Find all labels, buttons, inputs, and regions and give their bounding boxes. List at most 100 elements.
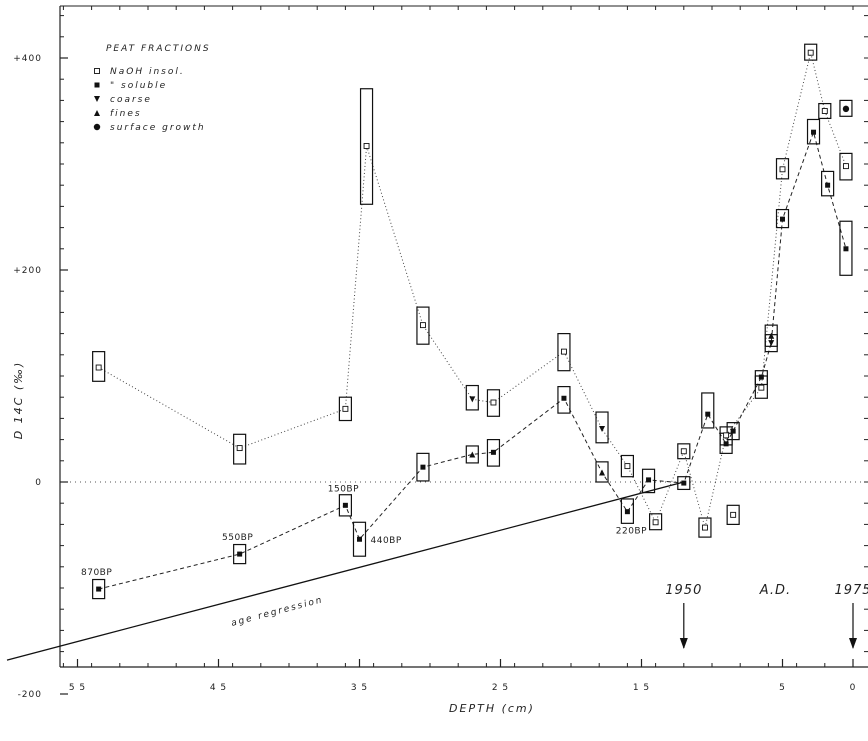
regression-label: age regression	[230, 595, 324, 629]
age-annotation: 220BP	[616, 527, 647, 537]
x-tick-label: 3 5	[351, 683, 368, 693]
data-point-up-triangle	[469, 451, 476, 458]
x-axis-title: DEPTH (cm)	[449, 702, 535, 715]
data-point-filled-square	[96, 586, 102, 592]
data-point-filled-square	[723, 441, 729, 447]
data-point-open-square	[702, 524, 708, 531]
data-point-down-triangle	[599, 426, 606, 432]
data-point-filled-square	[811, 129, 817, 135]
x-tick-label: 5 5	[69, 683, 86, 693]
error-box	[233, 433, 247, 465]
data-point-open-square	[420, 322, 426, 329]
data-point-filled-square	[342, 502, 348, 508]
x-tick-label: 0	[850, 683, 857, 693]
date-marker-label: 1950	[665, 583, 702, 598]
data-point-down-triangle	[768, 340, 775, 347]
legend-label: coarse	[110, 95, 152, 105]
data-point-open-square	[758, 384, 765, 391]
legend-label: NaOH insol.	[110, 67, 185, 77]
age-regression-line	[6, 481, 684, 661]
data-point-filled-square	[758, 374, 764, 380]
age-annotation: 550BP	[222, 533, 253, 543]
date-arrow-head	[849, 638, 857, 649]
x-tick-label: 2 5	[492, 683, 509, 693]
error-box	[754, 370, 768, 386]
x-tick-label: 5	[779, 683, 786, 693]
legend: PEAT FRACTIONS NaOH insol. " soluble coarse…	[93, 44, 211, 133]
lines-layer	[6, 52, 847, 661]
error-box	[416, 306, 430, 345]
x-tick-label: 4 5	[210, 683, 227, 693]
data-point-open-square	[652, 519, 659, 526]
error-box	[641, 468, 656, 494]
error-box	[726, 504, 740, 526]
data-point-open-square	[843, 163, 849, 170]
data-point-filled-square	[561, 395, 567, 401]
y-tick-label: +400	[13, 54, 42, 64]
error-box	[595, 461, 609, 483]
data-point-open-square	[95, 364, 102, 371]
age-annotation: 150BP	[328, 484, 359, 494]
annotations-layer: age regression 870BP 550BP 150BP 440BP 220BP 1…	[81, 484, 868, 649]
error-box	[338, 494, 352, 517]
data-point-open-square	[779, 166, 786, 173]
error-box	[465, 445, 479, 464]
date-arrow-head	[679, 638, 688, 649]
marks-layer	[95, 49, 850, 592]
error-box	[821, 170, 835, 197]
data-point-filled-square	[705, 411, 711, 417]
data-point-filled-square	[490, 449, 496, 455]
error-box	[557, 333, 571, 372]
data-point-open-square	[236, 445, 243, 452]
data-point-down-triangle	[469, 396, 476, 403]
y-tick-label: 0	[35, 478, 42, 488]
error-box	[486, 439, 501, 467]
error-box	[839, 99, 853, 117]
error-box	[698, 517, 712, 538]
error-box	[557, 386, 571, 414]
error-box	[92, 351, 106, 382]
data-point-open-square	[680, 448, 687, 455]
error-box	[775, 208, 790, 229]
data-point-up-triangle	[599, 469, 606, 476]
data-point-filled-square	[825, 182, 831, 188]
data-point-filled-square	[237, 551, 243, 557]
error-box	[677, 476, 691, 491]
y-tick-label: -200	[18, 690, 42, 700]
data-point-filled-square	[624, 509, 630, 515]
boxes-layer	[92, 43, 853, 600]
error-box	[465, 384, 479, 411]
date-marker-label: 1975	[834, 583, 868, 598]
y-tick-label: +200	[13, 266, 42, 276]
data-point-filled-square	[843, 246, 849, 252]
error-box	[701, 392, 715, 429]
data-point-open-square	[363, 143, 370, 149]
data-point-open-square	[342, 405, 349, 412]
error-box	[620, 454, 635, 478]
error-box	[338, 396, 352, 422]
error-box	[764, 324, 778, 347]
error-box	[92, 578, 106, 600]
data-point-filled-square	[681, 480, 687, 486]
legend-symbol-down-triangle	[94, 96, 100, 102]
data-point-filled-square	[646, 477, 652, 483]
error-box	[818, 102, 832, 120]
legend-label: surface growth	[110, 123, 206, 133]
data-point-filled-square	[730, 428, 736, 434]
legend-label: fines	[110, 109, 142, 119]
error-box	[804, 43, 818, 61]
error-box	[677, 443, 691, 460]
data-point-open-square	[807, 49, 814, 56]
error-box	[775, 158, 790, 180]
legend-symbol-circle	[93, 123, 101, 131]
legend-symbol-filled-square	[94, 82, 100, 88]
legend-label: " soluble	[110, 81, 167, 91]
error-box	[486, 389, 501, 417]
legend-symbol-up-triangle	[94, 110, 100, 116]
soluble-dashed-line	[98, 130, 847, 590]
data-point-open-square	[821, 108, 828, 114]
error-box	[839, 220, 853, 276]
legend-title: PEAT FRACTIONS	[106, 44, 211, 54]
error-box	[352, 521, 367, 557]
